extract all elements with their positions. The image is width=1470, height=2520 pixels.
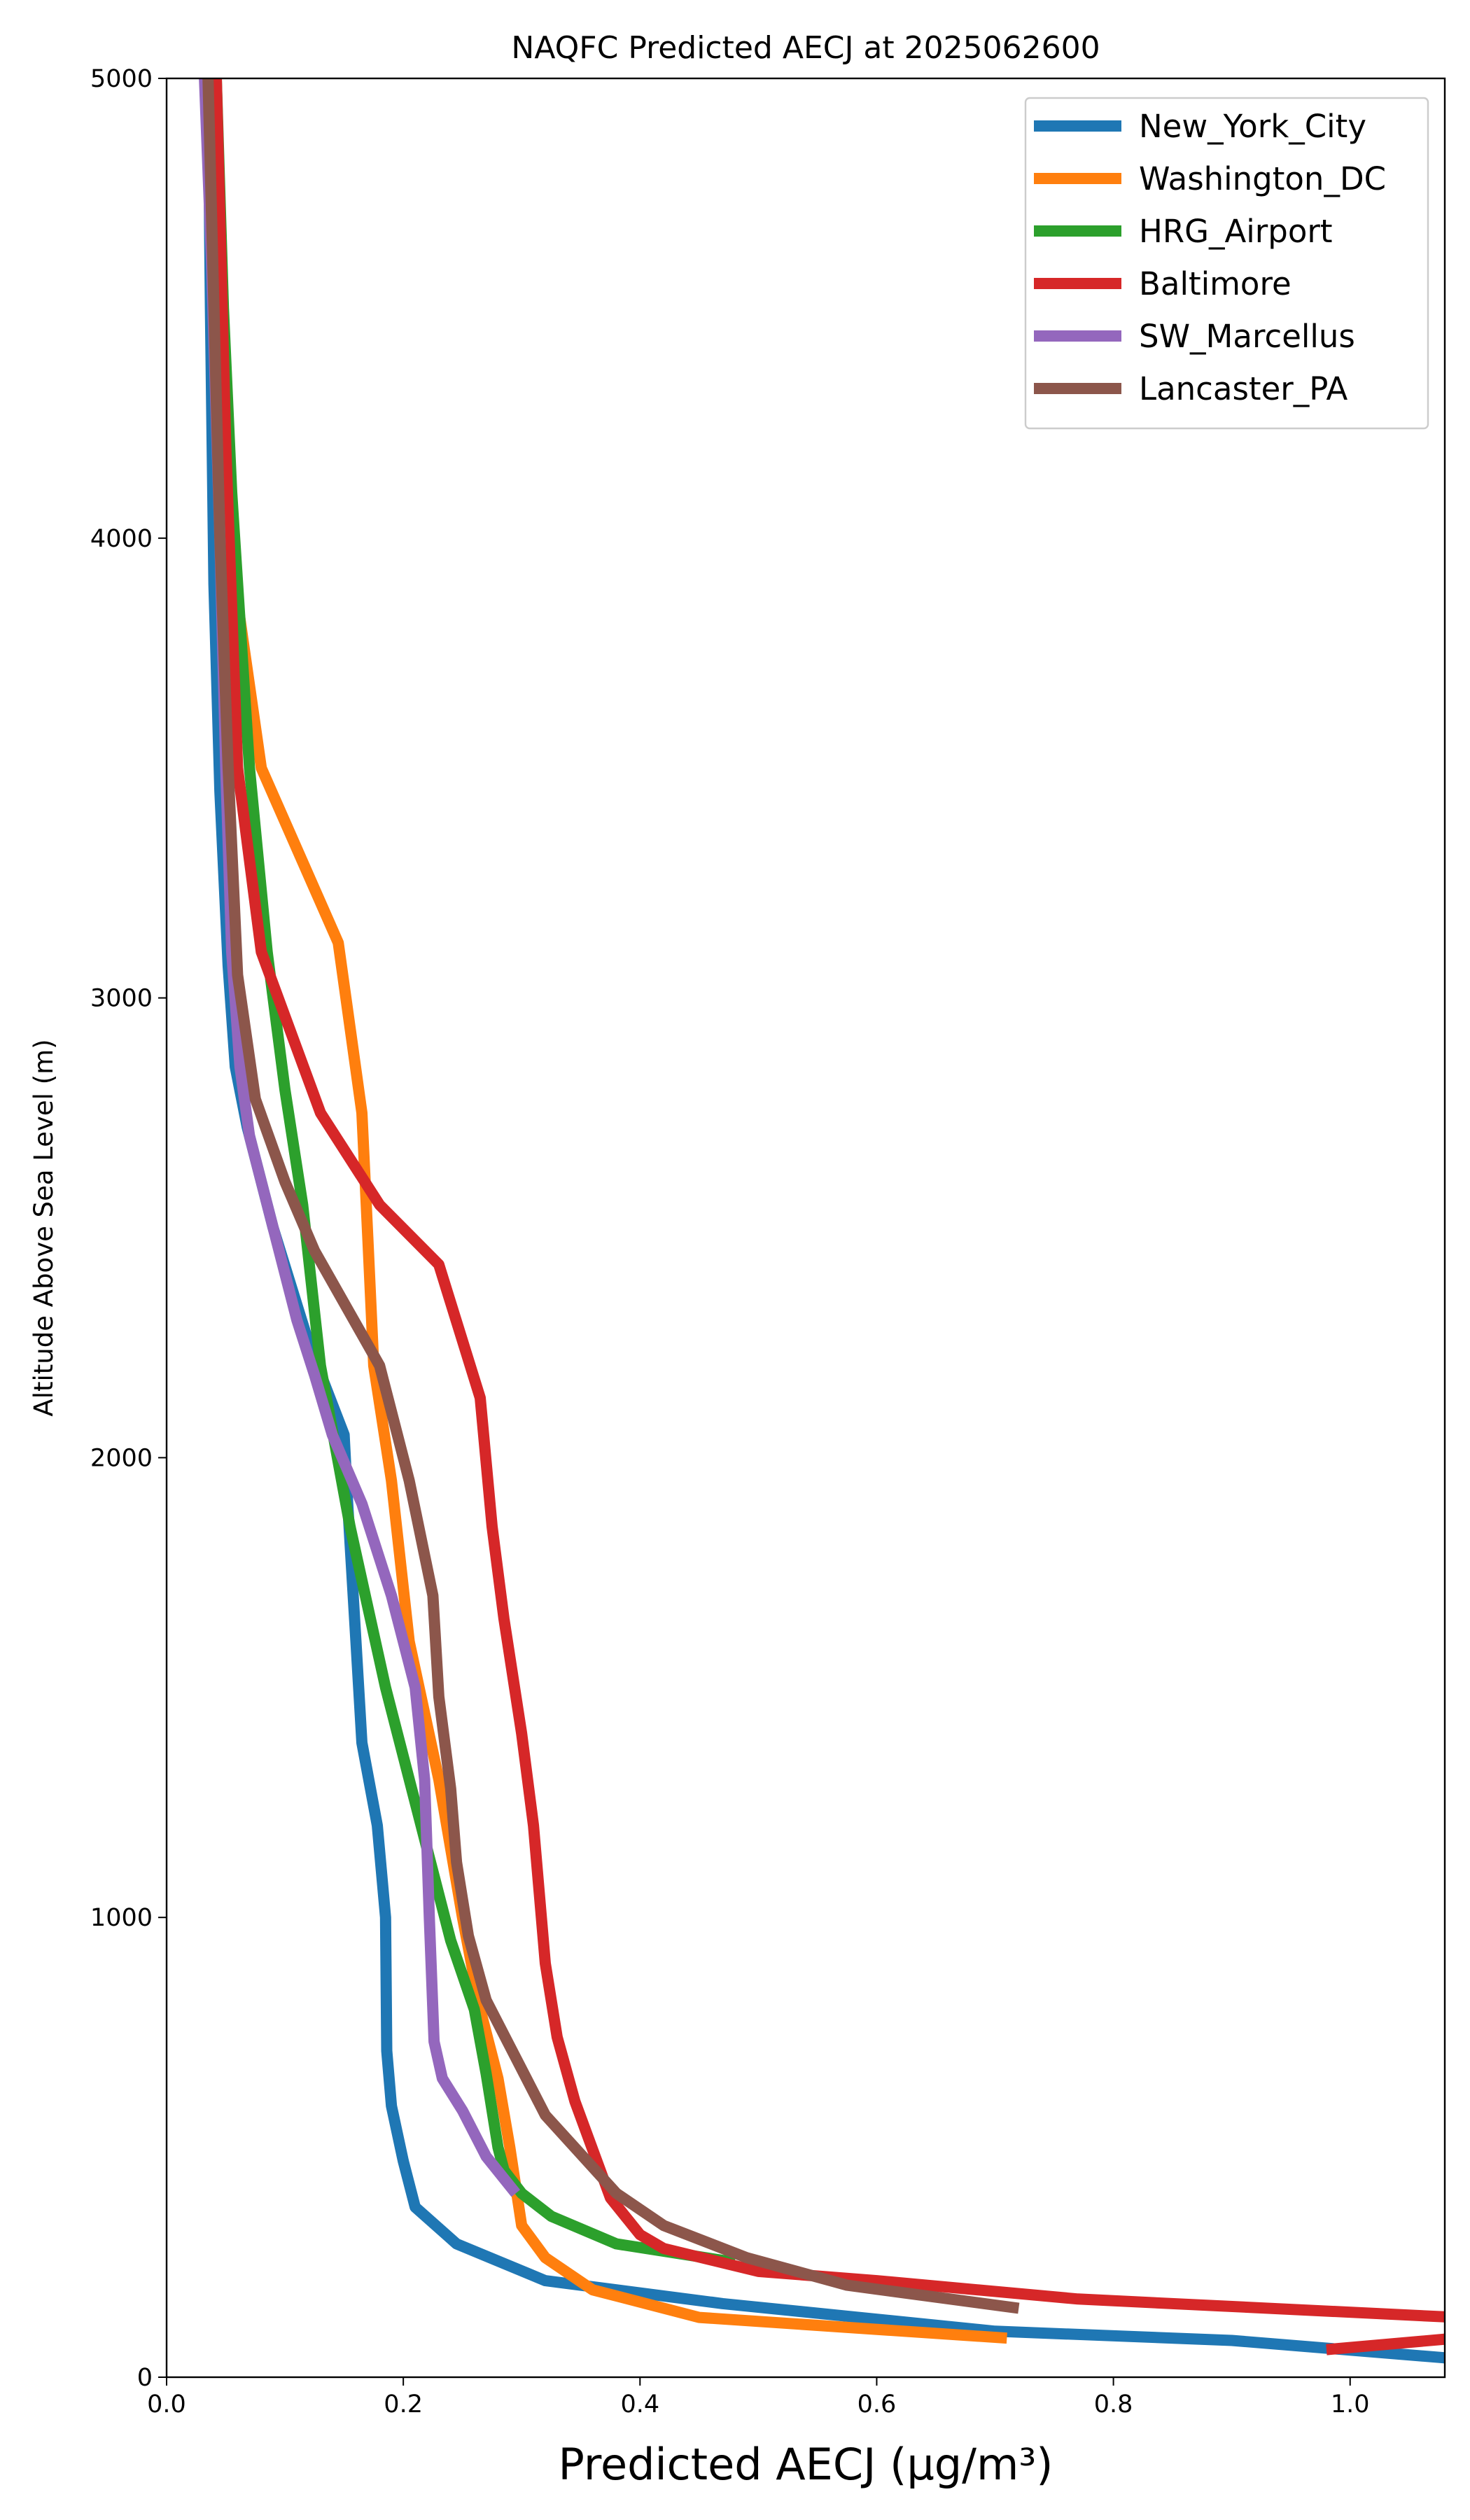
legend: New_York_City Washington_DC HRG_Airport Bal… [1024,97,1429,430]
legend-label: HRG_Airport [1139,213,1333,250]
y-axis-label: Altitude Above Sea Level (m) [29,1039,59,1416]
y-tick-label: 4000 [90,525,153,553]
legend-label: SW_Marcellus [1139,318,1355,355]
y-tick-label: 0 [137,2364,153,2392]
x-tick-label: 0.8 [1094,2390,1133,2418]
y-tick-label: 2000 [90,1444,153,1472]
legend-label: New_York_City [1139,108,1366,145]
series-line-baltimore [211,78,1445,2356]
x-tick-label: 0.4 [620,2390,659,2418]
legend-label: Baltimore [1139,265,1292,302]
y-tick-label: 5000 [90,65,153,93]
x-tick-label: 0.6 [858,2390,897,2418]
plot-frame [165,77,1446,2379]
x-tick-label: 1.0 [1331,2390,1370,2418]
y-tick-label: 1000 [90,1904,153,1932]
x-tick-label: 0.2 [384,2390,423,2418]
chart-title: NAQFC Predicted AECJ at 2025062600 [511,30,1100,66]
x-tick-label: 0.0 [147,2390,186,2418]
legend-box [1024,97,1429,430]
x-axis-label: Predicted AECJ (μg/m³) [559,2439,1054,2490]
legend-label: Washington_DC [1139,160,1386,197]
y-axis-ticks: 0 1000 2000 3000 4000 5000 [90,65,167,2392]
series-layer [199,78,1445,2364]
y-tick-label: 3000 [90,985,153,1013]
x-axis-ticks: 0.0 0.2 0.4 0.6 0.8 1.0 [147,2377,1370,2418]
legend-label: Lancaster_PA [1139,370,1348,407]
series-line-lancaster-pa [202,78,1020,2314]
series-line-washington-dc [206,78,1007,2344]
